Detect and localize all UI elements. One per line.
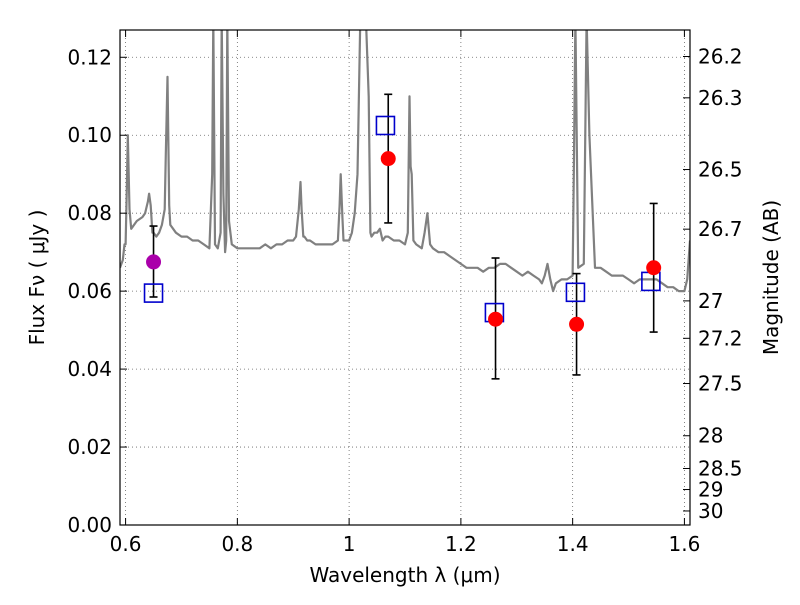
- y-tick-label: 0.00: [67, 513, 112, 537]
- marker-layer: [143, 115, 662, 332]
- model-square-marker: [641, 271, 661, 292]
- mag-tick-label: 27.5: [698, 372, 743, 396]
- plot-frame: [119, 29, 691, 526]
- mag-tick-label: 26.2: [698, 45, 743, 69]
- x-tick-label: 0.8: [221, 532, 253, 556]
- x-tick-label: 1.2: [445, 532, 477, 556]
- model-square-marker: [565, 282, 586, 303]
- spectrum-layer: [120, 30, 690, 293]
- mag-tick-label: 30: [698, 499, 723, 523]
- y-tick-label: 0.02: [67, 435, 112, 459]
- x-tick-label: 1: [343, 532, 356, 556]
- x-tick-label: 1.6: [669, 532, 701, 556]
- y-axis-title: Flux Fν ( μJy ): [25, 210, 49, 346]
- observed-point-marker: [569, 316, 585, 332]
- mag-tick-label: 26.3: [698, 86, 743, 110]
- mag-tick-label: 28: [698, 424, 723, 448]
- y-tick-label: 0.12: [67, 45, 112, 69]
- mag-tick-label: 26.5: [698, 158, 743, 182]
- observed-point-marker: [488, 311, 504, 327]
- observed-point-marker: [646, 260, 662, 276]
- mag-tick-label: 27.2: [698, 326, 743, 350]
- tick-layer: 0.6 0.8 1 1.2 1.4 1.6 0.00 0.02 0.04 0.06 0.08 0.10…: [67, 30, 743, 556]
- y-tick-label: 0.10: [67, 123, 112, 147]
- y-tick-label: 0.04: [67, 357, 112, 381]
- observed-point-marker: [146, 254, 162, 270]
- y-tick-label: 0.08: [67, 201, 112, 225]
- mag-tick-label: 28.5: [698, 456, 743, 480]
- grid-layer: [120, 30, 690, 526]
- y-tick-label: 0.06: [67, 279, 112, 303]
- mag-tick-label: 27: [698, 289, 723, 313]
- observed-point-marker: [380, 151, 396, 167]
- y2-axis-title: Magnitude (AB): [759, 200, 783, 355]
- x-axis-title: Wavelength λ (μm): [309, 563, 500, 587]
- spectrum-line: [120, 30, 690, 293]
- x-tick-label: 1.4: [557, 532, 589, 556]
- model-square-marker: [143, 283, 164, 303]
- mag-tick-label: 29: [698, 478, 723, 502]
- mag-tick-label: 26.7: [698, 217, 743, 241]
- model-square-marker: [375, 115, 396, 136]
- x-tick-label: 0.6: [110, 532, 142, 556]
